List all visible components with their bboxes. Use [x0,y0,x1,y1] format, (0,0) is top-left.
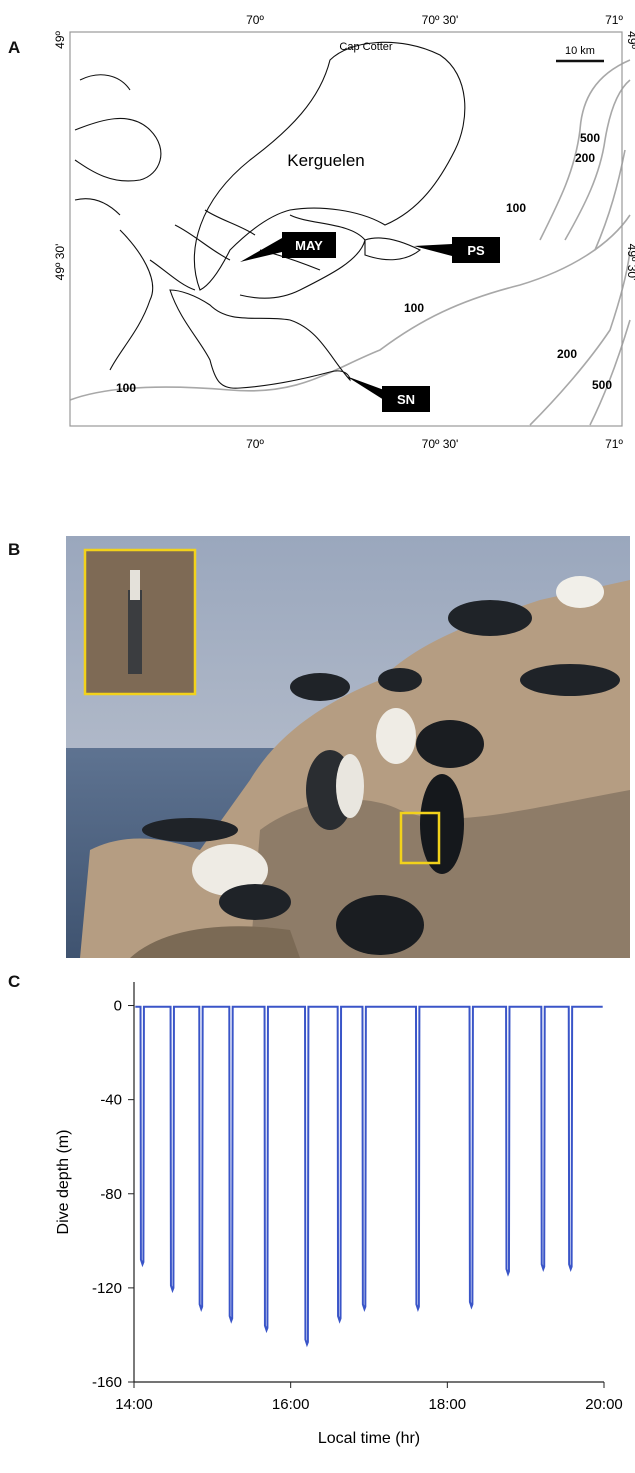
x-tick-label: 18:00 [429,1396,467,1413]
site-ps: PS [414,237,500,263]
scale-bar-label: 10 km [565,45,595,57]
y-tick-label: -120 [92,1280,122,1297]
contour-label-200-bottom: 200 [557,347,577,361]
contour-label-200-top: 200 [575,151,595,165]
panel-label-b: B [8,540,21,559]
lon-label-71-top: 71º [605,13,623,27]
contour-label-500-top: 500 [580,131,600,145]
cap-cotter-label: Cap Cotter [339,41,393,53]
contour-label-100-west: 100 [116,381,136,395]
panel-label-c: C [8,972,21,991]
coastline [74,41,466,389]
y-tick-label: -40 [100,1092,122,1109]
lat-label-4930-left: 49º 30' [53,244,67,281]
y-axis-title: Dive depth (m) [55,1130,72,1235]
y-tick-label: -160 [92,1374,122,1391]
lon-label-70-top: 70º [246,13,264,27]
panel-label-a: A [8,38,21,57]
lon-label-70-bottom: 70º [246,437,264,451]
contour-label-500-bottom: 500 [592,378,612,392]
x-tick-label: 16:00 [272,1396,310,1413]
site-label-may: MAY [295,238,323,253]
site-label-ps: PS [467,243,485,258]
isobath-lines [69,59,631,426]
kerguelen-label: Kerguelen [287,151,365,170]
y-tick-label: 0 [114,998,122,1015]
cormorant-birds [142,576,620,955]
site-sn: SN [346,376,430,412]
cormorant-colony-photo [66,536,630,958]
dive-depth-series [135,1005,603,1348]
x-axis-title: Local time (hr) [318,1430,420,1447]
lon-label-71-bottom: 71º [605,437,623,451]
site-may: MAY [240,232,336,262]
tag-highlight-box [399,811,441,865]
lon-label-7030-top: 70º 30' [422,13,459,27]
contour-label-100-south: 100 [404,301,424,315]
kerguelen-map: 70º 70º 30' 71º 70º 70º 30' 71º 49º 49º … [53,13,635,451]
contour-label-100-east: 100 [506,201,526,215]
y-tick-label: -80 [100,1186,122,1203]
lat-label-4930-right: 49º 30' [625,244,635,281]
site-label-sn: SN [397,392,415,407]
lon-label-7030-bottom: 70º 30' [422,437,459,451]
map-frame [69,31,623,427]
lat-label-49-left: 49º [53,31,67,49]
x-tick-label: 20:00 [585,1396,623,1413]
lat-label-49-right: 49º [625,31,635,49]
x-tick-label: 14:00 [115,1396,153,1413]
dive-depth-chart: 0 -40 -80 -120 -160 14:00 16:00 18:00 20:00 Div… [55,982,623,1447]
